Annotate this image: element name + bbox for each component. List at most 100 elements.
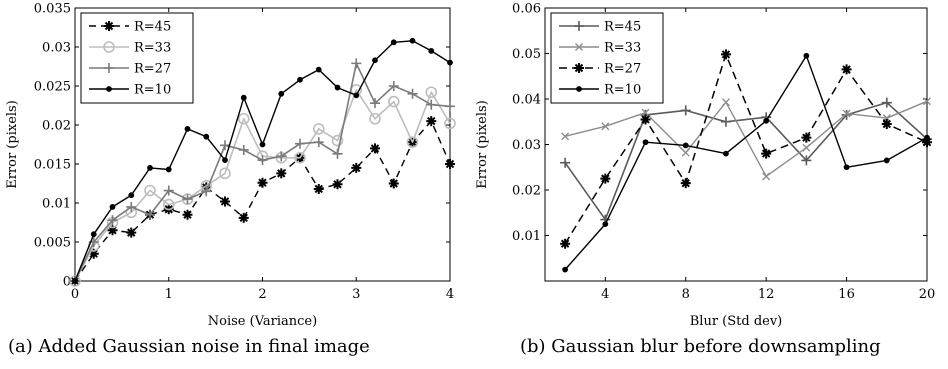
data-point (162, 198, 175, 211)
legend-label: R=45 (604, 20, 641, 35)
x-tick-label: 16 (838, 287, 855, 302)
data-point (425, 86, 438, 99)
y-tick-label: 0.06 (512, 2, 541, 17)
legend-label: R=45 (134, 20, 171, 35)
data-point (640, 114, 651, 125)
series-r-10 (72, 37, 453, 284)
data-point (295, 138, 305, 149)
legend-box (80, 12, 194, 104)
legend-marker (576, 86, 582, 92)
x-axis-label: Blur (Std dev) (690, 314, 783, 329)
data-point (600, 173, 611, 184)
data-point (182, 209, 193, 220)
y-tick-label: 0.01 (512, 229, 541, 244)
data-point (560, 157, 571, 168)
data-point (107, 225, 118, 236)
data-point (642, 139, 649, 146)
data-point (297, 76, 303, 83)
legend: R=45 R=33 R=27 R=10 (80, 12, 194, 104)
legend-label: R=33 (604, 41, 641, 56)
data-point (881, 97, 892, 108)
data-point (560, 238, 571, 249)
data-point (332, 148, 343, 159)
data-point (843, 164, 850, 171)
legend-label: R=33 (134, 41, 171, 56)
legend-marker (104, 63, 114, 73)
data-point (922, 137, 932, 148)
y-tick-label: 0 (63, 275, 71, 290)
data-point (313, 183, 324, 194)
data-point (72, 278, 78, 284)
data-point (680, 105, 691, 116)
y-tick-label: 0.035 (34, 2, 71, 17)
data-point (331, 134, 344, 147)
series-r-33 (561, 97, 931, 181)
data-point (165, 166, 172, 173)
data-point (883, 157, 890, 164)
data-point (276, 151, 287, 162)
y-axis-label: Error (pixels) (5, 100, 20, 189)
data-point (801, 132, 812, 143)
data-point (203, 133, 210, 140)
series-line (564, 100, 928, 177)
data-point (240, 94, 247, 101)
data-point (641, 108, 650, 117)
data-point (257, 155, 268, 166)
data-point (222, 157, 228, 164)
data-point (387, 95, 400, 108)
data-point (924, 134, 930, 141)
data-point (259, 141, 266, 148)
x-tick-label: 4 (446, 287, 454, 302)
x-axis-label: Noise (Variance) (208, 314, 317, 329)
data-point (407, 88, 418, 99)
data-point (351, 162, 362, 173)
data-point (561, 132, 570, 141)
series-r-10 (562, 52, 930, 273)
data-point (163, 185, 174, 196)
data-point (370, 143, 380, 154)
data-point (406, 136, 419, 148)
data-point (723, 150, 729, 157)
series-r-27 (70, 58, 455, 286)
data-point (201, 186, 212, 197)
legend-marker (574, 21, 584, 31)
data-point (353, 92, 360, 99)
data-point (88, 248, 99, 259)
data-point (238, 212, 249, 223)
legend-box (550, 12, 664, 104)
data-point (351, 58, 362, 69)
data-point (445, 101, 455, 112)
data-point (761, 148, 772, 159)
data-point (428, 48, 435, 54)
series-r-45 (70, 116, 455, 286)
data-point (220, 196, 230, 207)
legend-label: R=27 (134, 62, 171, 77)
data-point (426, 116, 437, 127)
data-point (720, 49, 731, 60)
data-point (562, 266, 569, 273)
data-point (601, 122, 610, 131)
y-axis-label: Error (pixels) (475, 100, 490, 189)
data-point (447, 59, 453, 66)
legend: R=45 R=33 R=27 R=10 (550, 12, 664, 104)
x-tick-label: 20 (919, 287, 936, 302)
legend-marker (106, 86, 112, 92)
data-point (90, 231, 97, 238)
data-point (681, 148, 690, 157)
data-point (128, 192, 135, 199)
data-point (184, 125, 191, 132)
data-point (126, 227, 137, 238)
data-point (220, 140, 230, 151)
data-point (276, 168, 287, 179)
data-point (842, 109, 851, 118)
data-point (313, 137, 324, 148)
legend-marker (575, 43, 583, 51)
x-tick-label: 3 (352, 287, 360, 302)
data-point (923, 97, 931, 106)
data-point (144, 184, 156, 197)
data-point (721, 98, 730, 107)
data-point (762, 172, 771, 181)
data-point (390, 39, 397, 46)
legend-marker (574, 63, 584, 73)
